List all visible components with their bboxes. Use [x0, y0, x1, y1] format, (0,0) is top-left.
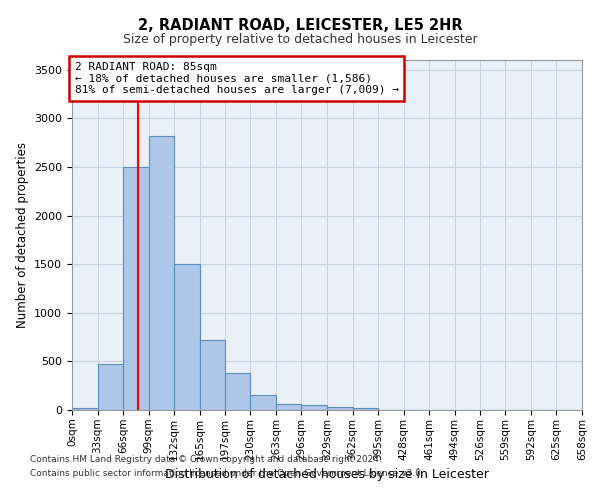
Bar — [224, 373, 250, 410]
Text: 2 RADIANT ROAD: 85sqm
← 18% of detached houses are smaller (1,586)
81% of semi-d: 2 RADIANT ROAD: 85sqm ← 18% of detached … — [74, 62, 398, 95]
X-axis label: Distribution of detached houses by size in Leicester: Distribution of detached houses by size … — [165, 468, 489, 481]
Bar — [353, 408, 378, 410]
Text: 2, RADIANT ROAD, LEICESTER, LE5 2HR: 2, RADIANT ROAD, LEICESTER, LE5 2HR — [137, 18, 463, 32]
Bar — [200, 340, 224, 410]
Bar — [301, 405, 327, 410]
Text: Contains HM Land Registry data © Crown copyright and database right 2024.: Contains HM Land Registry data © Crown c… — [30, 456, 382, 464]
Bar — [123, 167, 149, 410]
Bar — [250, 395, 276, 410]
Bar — [149, 136, 175, 410]
Text: Size of property relative to detached houses in Leicester: Size of property relative to detached ho… — [122, 32, 478, 46]
Text: Contains public sector information licensed under the Open Government Licence v3: Contains public sector information licen… — [30, 469, 424, 478]
Bar — [276, 404, 301, 410]
Bar — [72, 408, 98, 410]
Bar — [175, 264, 200, 410]
Bar — [327, 406, 353, 410]
Y-axis label: Number of detached properties: Number of detached properties — [16, 142, 29, 328]
Bar — [98, 364, 123, 410]
